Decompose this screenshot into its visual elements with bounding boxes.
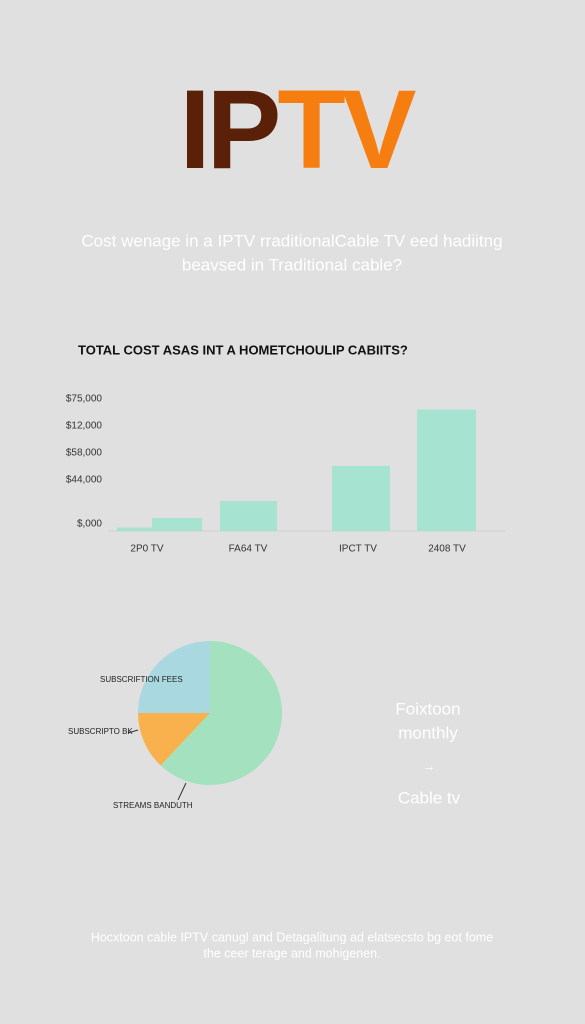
bar bbox=[417, 409, 476, 531]
leader-line bbox=[127, 729, 139, 734]
y-label: $12,000 bbox=[66, 421, 103, 432]
bar bbox=[117, 527, 152, 531]
y-label: $,000 bbox=[77, 519, 102, 530]
pie-slice bbox=[138, 641, 210, 713]
pie-label: SUBSCRIPTO BK bbox=[68, 727, 133, 736]
x-tick-label: IPCT TV bbox=[339, 544, 377, 555]
bar-chart-title: TOTAL COST ASAS INT A HOMETCHOULIP CABII… bbox=[78, 342, 408, 357]
title: IPTV bbox=[180, 67, 416, 192]
side-text: Foixtoon bbox=[395, 699, 460, 718]
title-tv: TV bbox=[277, 67, 415, 192]
footer: Hocxtoon cable IPTV canugl and Detagalit… bbox=[91, 930, 493, 944]
x-tick-label: 2408 TV bbox=[428, 544, 466, 555]
x-tick-label: 2P0 TV bbox=[130, 544, 163, 555]
subtitle: beavsed in Traditional cable? bbox=[182, 255, 402, 274]
y-label: $75,000 bbox=[66, 394, 103, 405]
side-text: monthly bbox=[398, 723, 458, 742]
y-label: $44,000 bbox=[66, 475, 103, 486]
bar bbox=[220, 501, 277, 531]
pie-slice bbox=[160, 641, 283, 786]
pie-label: SUBSCRIFTION FEES bbox=[100, 675, 183, 684]
bar bbox=[332, 465, 390, 531]
arrow: → bbox=[423, 758, 436, 773]
pie-label: STREAMS BANDUTH bbox=[113, 801, 193, 810]
y-label: $58,000 bbox=[66, 448, 103, 459]
pie-slice bbox=[138, 713, 210, 766]
side-text: Cable tv bbox=[398, 788, 461, 807]
bar bbox=[152, 517, 202, 531]
x-tick-label: FA64 TV bbox=[229, 544, 268, 555]
footer: the ceer terage and mohigenen. bbox=[203, 946, 380, 960]
title-ip: IP bbox=[180, 67, 278, 192]
subtitle: Cost wenage in a IPTV rraditionalCable T… bbox=[81, 231, 502, 250]
leader-line bbox=[177, 782, 187, 801]
